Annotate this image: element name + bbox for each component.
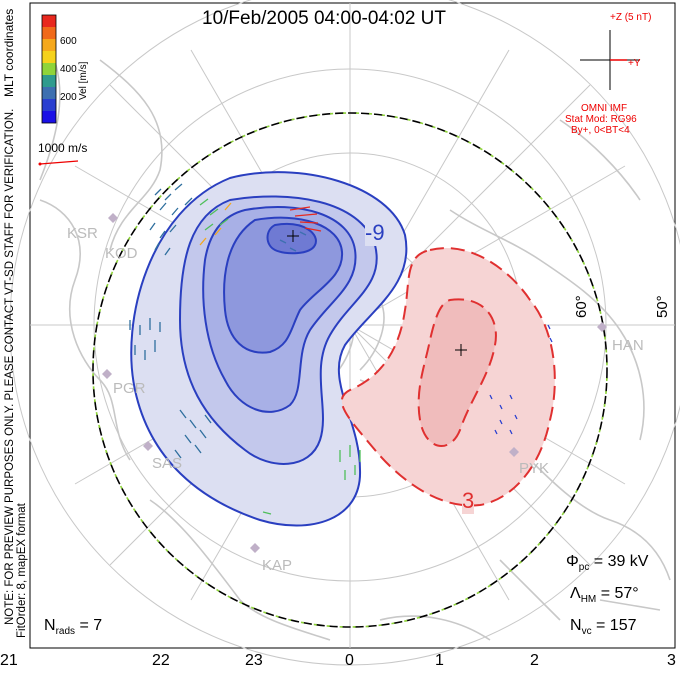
x-tick-0: 0 xyxy=(345,652,354,669)
scale-label: Vel [m/s] xyxy=(78,61,89,100)
velocity-vectors xyxy=(129,183,553,515)
x-tick-2: 2 xyxy=(530,652,539,669)
station-kap: KAP xyxy=(262,557,293,574)
preview-note: NOTE: FOR PREVIEW PURPOSES ONLY. PLEASE … xyxy=(4,108,16,625)
imf-z-label: +Z (5 nT) xyxy=(610,12,652,23)
reference-vector xyxy=(38,160,79,166)
scale-tick-200: 200 xyxy=(60,92,77,103)
scale-tick-400: 400 xyxy=(60,64,77,75)
latitude-label-60: 60° xyxy=(573,295,590,318)
station-sas: SAS xyxy=(152,455,183,472)
imf-condition: By+, 0<BT<4 xyxy=(571,125,630,136)
imf-source: OMNI IMF xyxy=(581,103,628,114)
radar-site-markers xyxy=(102,213,607,553)
station-pgr: PGR xyxy=(113,380,146,397)
latitude-label-50: 50° xyxy=(654,295,671,318)
positive-cell xyxy=(340,247,556,507)
x-tick-1: 1 xyxy=(435,652,444,669)
scale-tick-600: 600 xyxy=(60,36,77,47)
imf-model: Stat Mod: RG96 xyxy=(565,114,637,125)
stat-lambda-hm: ΛHM = 57° xyxy=(570,585,639,606)
hm-boundary xyxy=(92,112,608,628)
station-han: HAN xyxy=(612,337,644,354)
station-kod: KOD xyxy=(105,245,138,262)
negative-cell xyxy=(130,171,408,527)
station-pyk: PYK xyxy=(519,460,550,477)
x-tick-22: 22 xyxy=(152,652,170,669)
color-scale-bar xyxy=(41,14,57,124)
station-ksr: KSR xyxy=(67,225,98,242)
imf-y-label: +Y xyxy=(628,58,641,69)
contour-label-positive: 3 xyxy=(462,488,475,514)
mlt-coordinates-label: MLT coordinates xyxy=(2,8,16,97)
fit-order-note: FitOrder: 8, mapEX format xyxy=(16,503,28,638)
imf-clock xyxy=(580,30,640,90)
map-title: 10/Feb/2005 04:00-04:02 UT xyxy=(202,8,447,29)
reference-vector-label: 1000 m/s xyxy=(38,141,88,155)
x-tick-23: 23 xyxy=(245,652,263,669)
stat-n-vc: Nvc = 157 xyxy=(570,617,637,638)
x-tick-3: 3 xyxy=(667,652,676,669)
stat-n-rads: Nrads = 7 xyxy=(44,617,103,638)
stat-phi-pc: Φpc = 39 kV xyxy=(566,553,649,574)
x-tick-21: 21 xyxy=(0,652,18,669)
contour-label-negative: -9 xyxy=(365,220,385,246)
